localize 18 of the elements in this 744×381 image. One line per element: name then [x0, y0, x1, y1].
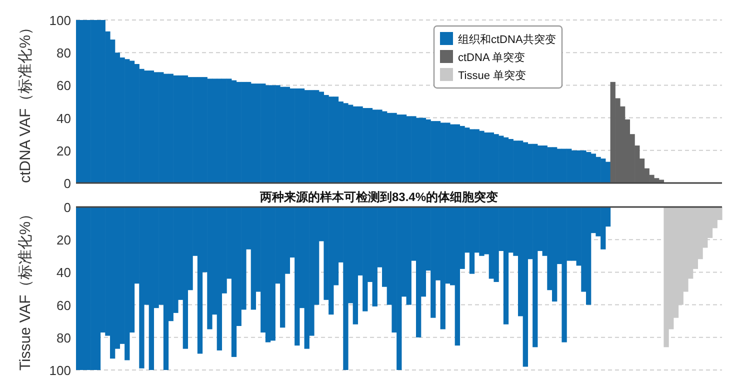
- y-tick-label: 40: [56, 265, 71, 280]
- y-tick-label: 100: [49, 363, 71, 378]
- y-axis-title: Tissue VAF（标准化%）: [17, 206, 34, 371]
- y-tick-label: 0: [64, 176, 71, 191]
- chart-title: 两种来源的样本可检测到83.4%的体细胞突变: [258, 190, 498, 204]
- y-tick-label: 20: [56, 143, 71, 158]
- legend-label: Tissue 单突变: [458, 69, 526, 82]
- y-tick-label: 60: [56, 78, 71, 94]
- y-tick-label: 80: [56, 330, 71, 346]
- y-tick-label: 20: [56, 232, 71, 248]
- y-tick-label: 100: [49, 13, 71, 28]
- y-tick-label: 0: [64, 200, 71, 215]
- legend-label: ctDNA 单突变: [458, 51, 526, 64]
- y-tick-label: 80: [56, 46, 71, 61]
- y-axis-title: ctDNA VAF（标准化%）: [17, 20, 34, 184]
- legend-label: 组织和ctDNA共突变: [458, 33, 556, 46]
- y-tick-label: 40: [56, 110, 71, 126]
- y-tick-label: 60: [56, 298, 71, 313]
